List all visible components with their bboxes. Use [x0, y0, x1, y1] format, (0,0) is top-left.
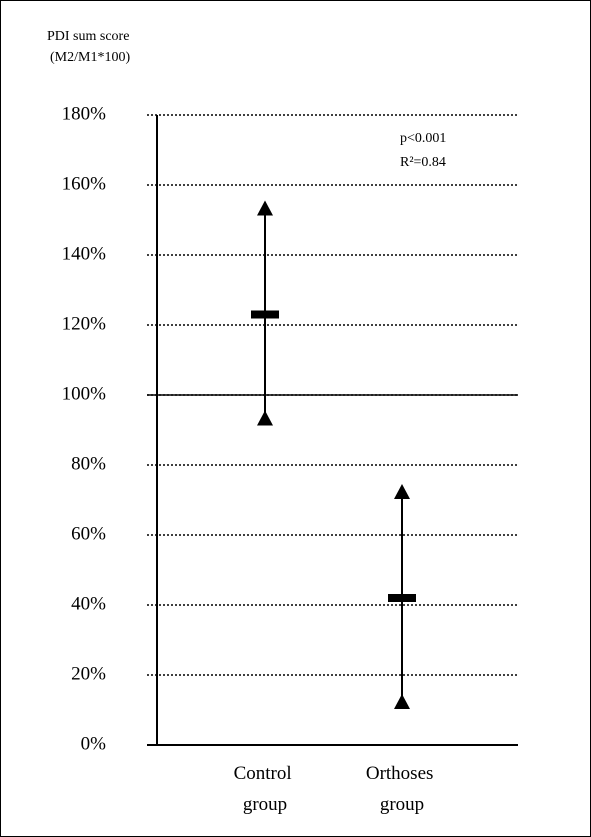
y-tick-label: 20%	[71, 663, 106, 684]
high-marker	[257, 200, 273, 216]
y-tick-label: 100%	[62, 383, 107, 404]
x-tick-label: Control group	[234, 763, 297, 815]
y-tick-label: 40%	[71, 593, 106, 614]
low-marker	[394, 694, 410, 709]
annotation: p<0.001	[400, 131, 446, 146]
y-tick-label: 80%	[71, 453, 106, 474]
mean-marker	[388, 594, 416, 602]
y-title: (M2/M1*100)	[50, 50, 130, 65]
y-tick-label: 60%	[71, 523, 106, 544]
y-title: PDI sum score	[47, 29, 129, 44]
y-tick-label: 160%	[62, 173, 107, 194]
mean-marker	[251, 310, 279, 319]
y-tick-label: 120%	[62, 313, 107, 334]
x-tick-label: Orthoses group	[366, 763, 438, 815]
high-marker	[394, 484, 410, 499]
y-tick-label: 180%	[62, 103, 107, 124]
y-tick-label: 0%	[81, 733, 107, 754]
low-marker	[257, 410, 273, 426]
y-tick-label: 140%	[62, 243, 107, 264]
annotation: R²=0.84	[400, 155, 446, 170]
